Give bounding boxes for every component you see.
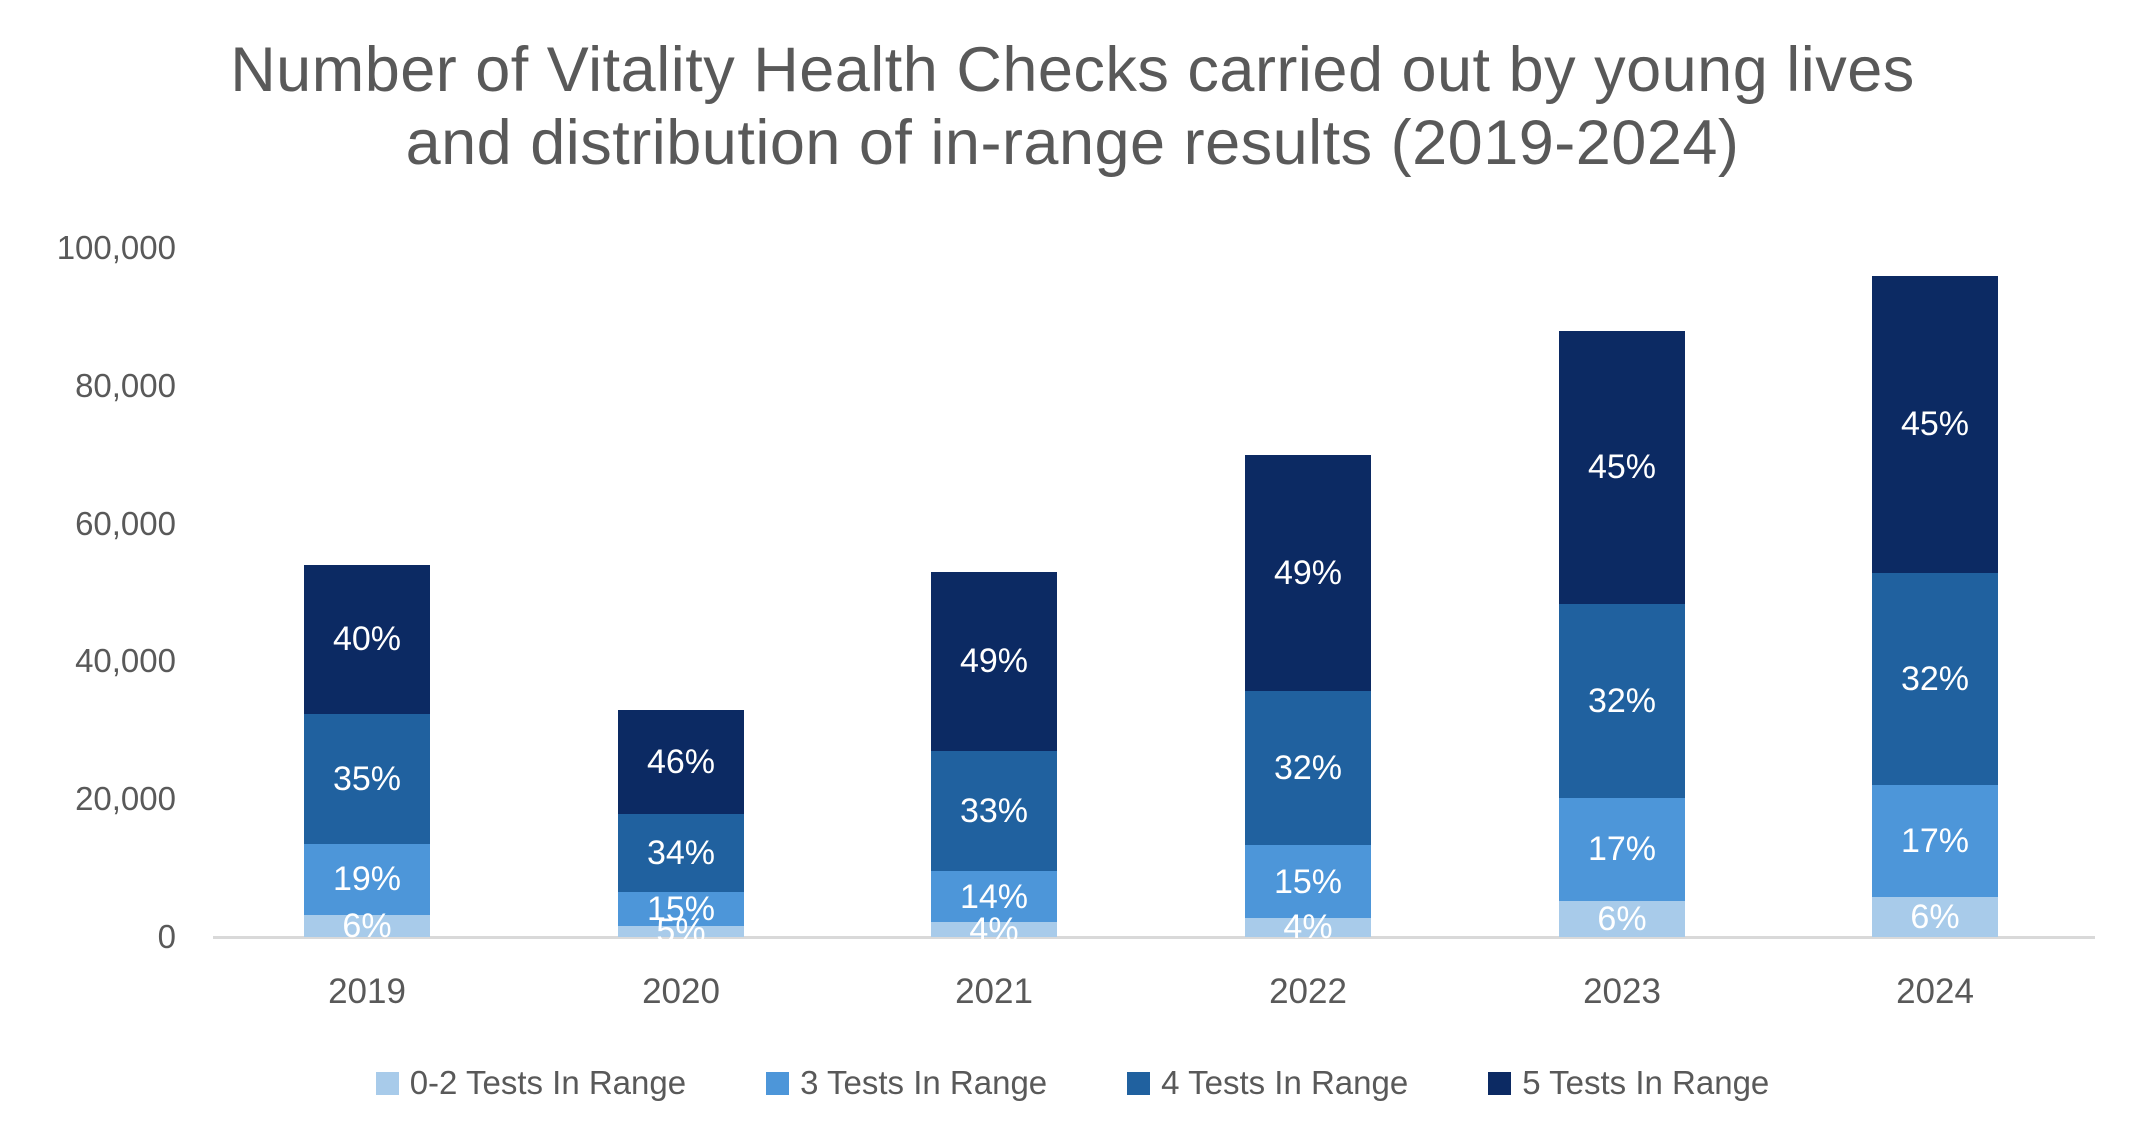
legend: 0-2 Tests In Range 3 Tests In Range 4 Test… [0, 1063, 2145, 1103]
legend-swatch-icon [1127, 1071, 1151, 1095]
bar-segment [1872, 275, 1998, 574]
bar-segment [1559, 900, 1685, 937]
legend-item: 3 Tests In Range [766, 1063, 1047, 1103]
x-axis-line [213, 936, 2095, 939]
bar-segment [931, 750, 1057, 872]
y-axis-tick-label: 20,000 [75, 780, 176, 817]
legend-label: 0-2 Tests In Range [409, 1064, 687, 1101]
bar-segment [618, 814, 744, 892]
legend-label: 5 Tests In Range [1522, 1064, 1770, 1101]
y-axis-tick-label: 60,000 [75, 505, 176, 542]
chart-title-line1: Number of Vitality Health Checks carried… [230, 35, 1915, 105]
bar-segment [1872, 573, 1998, 785]
y-axis-tick-label: 40,000 [75, 642, 176, 679]
legend-item: 4 Tests In Range [1127, 1063, 1408, 1103]
legend-swatch-icon [766, 1071, 790, 1095]
bar-segment [304, 564, 430, 714]
x-axis-tick-label: 2020 [642, 972, 720, 1011]
bar-segment [618, 891, 744, 926]
bar-segment [1559, 330, 1685, 604]
bar-segment [1245, 454, 1371, 691]
y-axis-tick-label: 0 [157, 918, 176, 955]
legend-item: 5 Tests In Range [1488, 1063, 1769, 1103]
bar-segment [1245, 691, 1371, 846]
legend-label: 3 Tests In Range [800, 1064, 1048, 1101]
x-axis-tick-label: 2019 [328, 972, 406, 1011]
bar-segment [931, 571, 1057, 751]
bar-segment [1559, 603, 1685, 798]
bar-segment [1872, 897, 1998, 937]
bar-segment [1245, 917, 1371, 937]
bar-segment [1559, 797, 1685, 901]
bar-segment [1872, 784, 1998, 898]
legend-label: 4 Tests In Range [1161, 1064, 1409, 1101]
bar-segment [304, 843, 430, 915]
chart-title: Number of Vitality Health Checks carried… [0, 34, 2145, 180]
legend-swatch-icon [375, 1071, 399, 1095]
x-axis-tick-label: 2024 [1896, 972, 1974, 1011]
chart-title-line2: and distribution of in-range results (20… [405, 108, 1740, 178]
x-axis-tick-label: 2021 [955, 972, 1033, 1011]
bar-segment [618, 925, 744, 937]
bar-segment [618, 709, 744, 815]
y-axis-tick-label: 80,000 [75, 367, 176, 404]
y-axis-tick-label: 100,000 [56, 229, 176, 266]
bar-segment [931, 922, 1057, 937]
legend-swatch-icon [1488, 1071, 1512, 1095]
bar-segment [304, 914, 430, 937]
x-axis-tick-label: 2022 [1269, 972, 1347, 1011]
x-axis-tick-label: 2023 [1583, 972, 1661, 1011]
bar-segment [304, 713, 430, 844]
bar-segment [1245, 845, 1371, 918]
bar-segment [931, 871, 1057, 923]
legend-item: 0-2 Tests In Range [375, 1063, 687, 1103]
